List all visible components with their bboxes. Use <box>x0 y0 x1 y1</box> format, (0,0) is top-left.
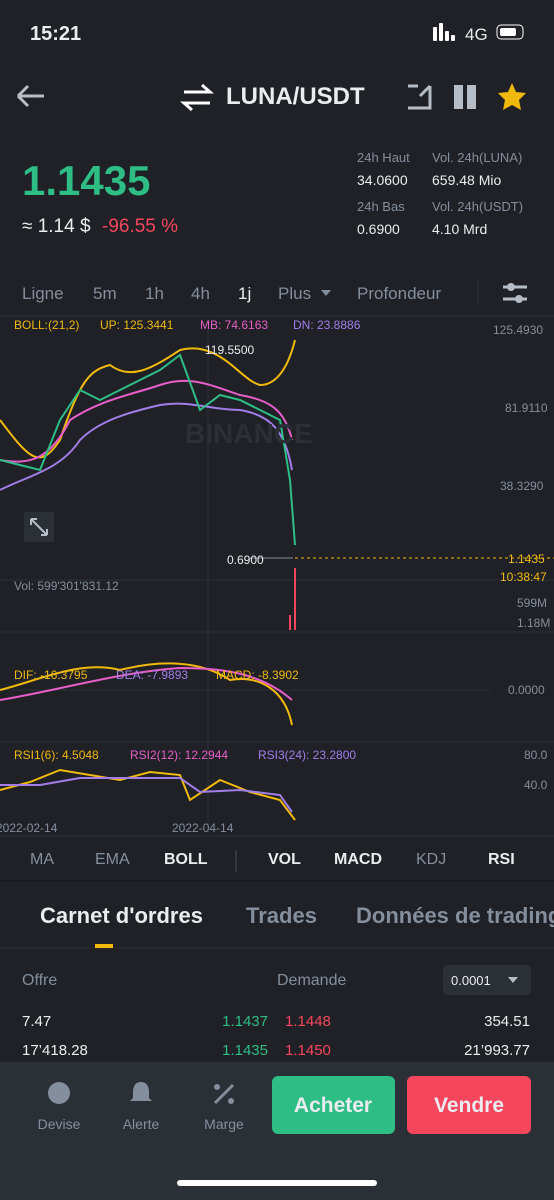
approx-price: ≈ 1.14 $ <box>22 216 91 237</box>
bid-price: 1.1437 <box>222 1013 268 1030</box>
buy-button[interactable] <box>272 1076 395 1134</box>
ask-price: 1.1450 <box>285 1042 331 1059</box>
tab[interactable]: Trades <box>246 903 317 928</box>
rsi2-label: RSI2(12): 12.2944 <box>130 748 229 762</box>
bid-qty: 7.47 <box>22 1013 52 1030</box>
boll-dn-label: DN: 23.8886 <box>293 318 361 332</box>
interval-tab[interactable]: 1h <box>145 284 164 303</box>
tab-indicator <box>95 944 113 948</box>
stat-value: 4.10 Mrd <box>432 221 488 237</box>
tab[interactable]: Données de trading <box>356 905 554 927</box>
low-marker: 0.6900 <box>227 553 264 567</box>
indicator-tab[interactable]: MACD <box>334 851 382 868</box>
indicator-tab[interactable]: VOL <box>268 851 301 868</box>
stat-label: Vol. 24h(LUNA) <box>432 150 523 165</box>
interval-tab[interactable]: 4h <box>191 284 210 303</box>
share-icon[interactable] <box>408 84 432 110</box>
nav-label[interactable]: Alerte <box>122 1116 160 1132</box>
vol-label: Vol: 599'301'831.12 <box>14 579 119 593</box>
buy-label[interactable]: Acheter <box>293 1094 373 1117</box>
rsi-axis-label: 40.0 <box>524 778 548 792</box>
ask-header: Demande <box>277 972 347 989</box>
back-button[interactable] <box>16 84 44 108</box>
interval-tab[interactable]: Plus <box>278 284 312 303</box>
high-marker: 119.5500 <box>205 343 255 357</box>
stat-value: 0.6900 <box>357 221 400 237</box>
signal <box>439 23 443 41</box>
stat-label: Vol. 24h(USDT) <box>432 199 524 214</box>
stat-value: 34.0600 <box>357 172 408 188</box>
date-label: 2022-04-14 <box>172 821 234 835</box>
price-axis-label: 125.4930 <box>493 323 544 337</box>
price-candles <box>0 353 296 546</box>
indicator-tab[interactable]: BOLL <box>164 851 208 868</box>
rsi-axis-label: 80.0 <box>524 748 548 762</box>
bid-header: Offre <box>22 972 58 989</box>
boll-dn <box>0 402 293 491</box>
boll-label: BOLL:(21,2) <box>14 318 80 332</box>
indicator-tab[interactable]: MA <box>30 851 54 868</box>
last-price-marker: 1.1435 <box>508 552 545 566</box>
sell-label[interactable]: Vendre <box>433 1094 505 1117</box>
rsi1-label: RSI1(6): 4.5048 <box>14 748 99 762</box>
macd-axis-label: 0.0000 <box>508 683 545 697</box>
indicator-tab[interactable]: EMA <box>95 851 130 868</box>
precision-value[interactable]: 0.0001 <box>451 973 491 988</box>
ask-qty: 354.51 <box>484 1013 530 1030</box>
countdown: 10:38:47 <box>500 570 547 584</box>
precision-select[interactable] <box>443 965 531 995</box>
macd-dea: DEA: -7.9893 <box>116 668 189 682</box>
interval-tab[interactable]: 5m <box>93 284 117 303</box>
boll-up <box>0 339 296 459</box>
stat-label: 24h Bas <box>357 199 405 214</box>
indicator-tab[interactable]: KDJ <box>416 851 447 868</box>
status-time: 15:21 <box>30 23 82 45</box>
interval-tab[interactable]: 1j <box>238 284 252 303</box>
signal <box>433 27 437 41</box>
favorite-star[interactable] <box>498 83 526 110</box>
tab-active[interactable]: Carnet d'ordres <box>40 903 203 928</box>
stat-label: 24h Haut <box>357 150 410 165</box>
rsi3-label: RSI3(24): 23.2800 <box>258 748 357 762</box>
boll-up-label: UP: 125.3441 <box>100 318 174 332</box>
alert-icon[interactable] <box>130 1082 152 1101</box>
nav-label[interactable]: Marge <box>204 1116 244 1132</box>
price-axis-label: 81.9110 <box>505 401 548 415</box>
price-change: -96.55 % <box>102 216 179 237</box>
last-price: 1.1435 <box>22 157 151 204</box>
sell-button[interactable] <box>407 1076 531 1134</box>
interval-tab[interactable]: Ligne <box>22 284 64 303</box>
macd-value: MACD: -8.3902 <box>216 668 299 682</box>
boll-mb-label: MB: 74.6163 <box>200 318 269 332</box>
vol-axis-label: 1.18M <box>517 616 551 630</box>
bid-qty: 17’418.28 <box>22 1042 88 1059</box>
status-network: 4G <box>465 25 488 44</box>
watermark: BINANCE <box>185 418 313 449</box>
macd-dif: DIF: -16.3795 <box>14 668 88 682</box>
battery <box>496 24 524 40</box>
indicator-tab[interactable]: RSI <box>488 851 515 868</box>
ask-qty: 21’993.77 <box>464 1042 530 1059</box>
stat-value: 659.48 Mio <box>432 172 502 188</box>
interval-tab[interactable]: Profondeur <box>357 284 442 303</box>
swap-icon[interactable] <box>180 83 214 112</box>
currency-icon[interactable] <box>48 1082 70 1104</box>
date-label: 2022-02-14 <box>0 821 58 835</box>
ask-price: 1.1448 <box>285 1013 331 1030</box>
vol-axis-label: 599M <box>517 596 548 610</box>
boll-mid <box>0 379 293 463</box>
bid-price: 1.1435 <box>222 1042 268 1059</box>
nav-label[interactable]: Devise <box>37 1116 81 1132</box>
pair-title: LUNA/USDT <box>226 83 365 110</box>
price-axis-label: 38.3290 <box>500 479 544 493</box>
